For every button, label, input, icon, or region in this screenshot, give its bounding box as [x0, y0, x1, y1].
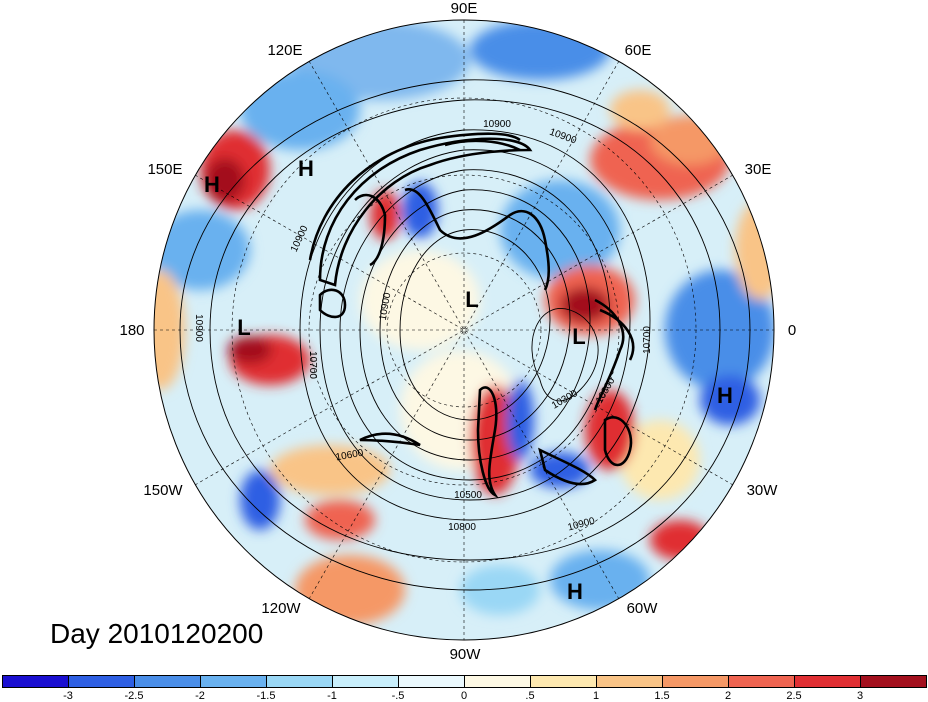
- high-pressure-marker: H: [204, 172, 220, 197]
- colorbar-swatch: [68, 675, 135, 688]
- colorbar-swatch: [728, 675, 795, 688]
- colorbar-swatch: [266, 675, 333, 688]
- colorbar-tick-label: 3: [856, 690, 864, 702]
- lon-label-90e: 90E: [451, 0, 478, 17]
- contour-label: 10700: [307, 351, 318, 379]
- contour-label: 10900: [483, 119, 511, 130]
- graticule: [154, 20, 774, 640]
- contour-label: 10900: [378, 291, 394, 321]
- polar-map: 90E 60E 30E 0 30W 60W 90W 120W 150W 180 …: [119, 0, 796, 663]
- lon-label-180: 180: [119, 322, 144, 339]
- jet-contours: [308, 132, 635, 499]
- colorbar-tick-label: -1.5: [256, 690, 276, 702]
- contour-label: 10900: [193, 314, 204, 342]
- low-pressure-marker: L: [237, 315, 250, 340]
- colorbar-swatch: [860, 675, 927, 688]
- high-pressure-marker: H: [298, 156, 314, 181]
- colorbar-swatch: [2, 675, 69, 688]
- pressure-centers: H H L L L H H: [204, 156, 733, 604]
- lon-label-0: 0: [788, 322, 796, 339]
- lon-label-120w: 120W: [261, 600, 301, 617]
- colorbar-tick-label: -3: [63, 690, 73, 702]
- colorbar-tick-label: -1: [327, 690, 337, 702]
- colorbar-swatch: [464, 675, 531, 688]
- colorbar-swatch: [200, 675, 267, 688]
- colorbar-swatch: [794, 675, 861, 688]
- colorbar-swatch: [134, 675, 201, 688]
- contour-label: 10700: [642, 326, 653, 354]
- colorbar-tick-label: 1.5: [654, 690, 670, 702]
- contour-label: 10800: [448, 522, 476, 533]
- colorbar: -3 -2.5 -2 -1.5 -1 -.5 0 .5 1 1.5 2 2.5 3: [0, 675, 928, 702]
- colorbar-tick-label: 2: [724, 690, 732, 702]
- day-label: Day 2010120200: [50, 618, 264, 649]
- longitude-labels: 90E 60E 30E 0 30W 60W 90W 120W 150W 180 …: [119, 0, 796, 663]
- colorbar-tick-label: 2.5: [786, 690, 802, 702]
- lon-label-150e: 150E: [147, 161, 182, 178]
- colorbar-swatch: [398, 675, 465, 688]
- high-pressure-marker: H: [717, 383, 733, 408]
- map-boundary: [153, 19, 775, 641]
- colorbar-tick-label: -.5: [391, 690, 405, 702]
- low-pressure-marker: L: [465, 287, 478, 312]
- colorbar-swatch: [596, 675, 663, 688]
- lon-label-150w: 150W: [143, 482, 183, 499]
- colorbar-tick-label: .5: [525, 690, 535, 702]
- colorbar-tick-label: -2: [195, 690, 205, 702]
- lon-label-120e: 120E: [267, 42, 302, 59]
- low-pressure-marker: L: [572, 324, 585, 349]
- lon-label-60e: 60E: [625, 42, 652, 59]
- colorbar-swatch: [332, 675, 399, 688]
- lon-label-30e: 30E: [745, 161, 772, 178]
- colorbar-tick-label: 0: [460, 690, 468, 702]
- colorbar-tick-label: -2.5: [124, 690, 144, 702]
- colorbar-swatch: [530, 675, 597, 688]
- lon-label-90w: 90W: [450, 646, 482, 663]
- contour-label: 10500: [454, 490, 482, 501]
- colorbar-swatch: [662, 675, 729, 688]
- high-pressure-marker: H: [567, 579, 583, 604]
- contour-label: 10600: [335, 448, 365, 464]
- colorbar-tick-label: 1: [592, 690, 600, 702]
- lon-label-30w: 30W: [747, 482, 779, 499]
- lon-label-60w: 60W: [627, 600, 659, 617]
